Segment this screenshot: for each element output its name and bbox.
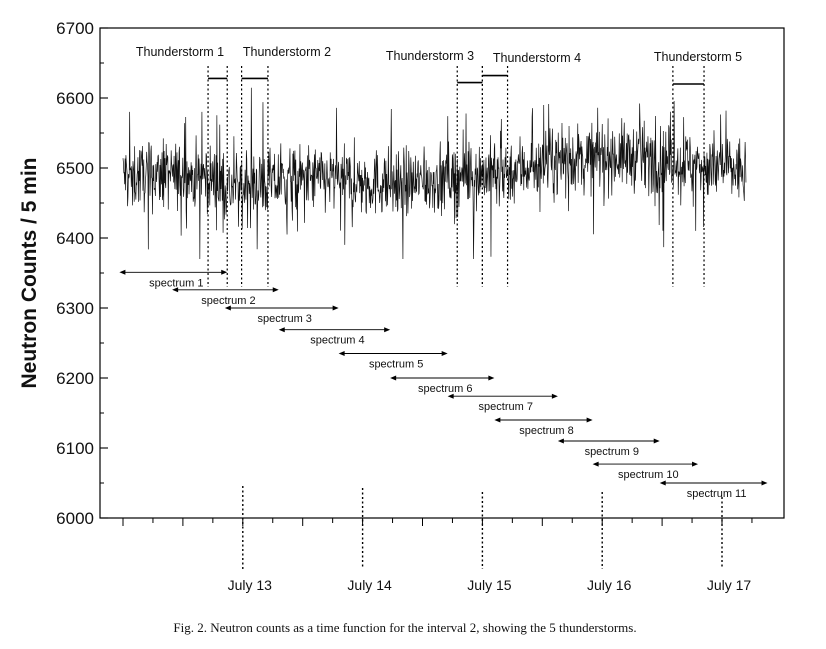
thunderstorm-label: Thunderstorm 3 [386,49,474,63]
data-series [122,87,747,260]
spectrum-arrow-head-right [384,327,391,333]
spectrum-arrow-head-left [557,438,564,444]
spectrum-label: spectrum 10 [618,469,679,481]
spectrum-arrow-head-right [551,393,558,399]
spectrum-label: spectrum 6 [418,383,472,395]
date-label: July 14 [347,577,392,593]
date-markers: July 13 July 14 July 15 July 16 July 17 [228,486,752,593]
spectrum-arrow-head-left [592,461,599,467]
date-label: July 16 [587,577,632,593]
spectrum-arrow-head-left [659,480,666,486]
y-axis-ticks: 6000 6100 6200 6300 6400 6500 6600 6700 [56,19,108,528]
spectrum-arrow-head-left [447,393,454,399]
y-axis-label: Neutron Counts / 5 min [18,158,41,389]
spectrum-arrow-head-right [332,305,339,311]
spectrum-arrow-head-right [692,461,699,467]
spectrum-label: spectrum 11 [687,488,747,500]
spectrum-label: spectrum 7 [479,401,533,413]
y-tick-label: 6100 [56,439,94,458]
spectrum-arrow-head-left [172,287,179,293]
date-label: July 15 [467,577,512,593]
spectrum-arrow-head-left [390,375,397,381]
y-tick-label: 6000 [56,509,94,528]
spectrum-arrow-head-left [224,305,231,311]
figure-caption: Fig. 2. Neutron counts as a time functio… [173,620,636,635]
spectrum-label: spectrum 8 [519,425,573,437]
y-tick-label: 6300 [56,299,94,318]
spectrum-arrow-head-left [119,269,126,275]
spectrum-label: spectrum 5 [369,359,423,371]
spectrum-label: spectrum 4 [310,335,364,347]
date-label: July 17 [707,577,752,593]
y-tick-label: 6600 [56,89,94,108]
thunderstorm-label: Thunderstorm 5 [654,50,742,64]
spectrum-arrow-head-right [488,375,495,381]
spectrum-label: spectrum 9 [585,446,639,458]
spectrum-arrow-head-left [278,327,285,333]
spectrum-label: spectrum 3 [258,313,312,325]
spectrum-arrow-head-right [221,269,228,275]
spectrum-arrow-head-right [653,438,660,444]
series-line [122,87,747,260]
thunderstorm-label: Thunderstorm 1 [136,45,224,59]
date-label: July 13 [228,577,273,593]
x-axis-ticks [122,518,753,526]
thunderstorm-label: Thunderstorm 4 [493,51,581,65]
spectrum-arrow-head-left [494,417,501,423]
spectrum-arrow-head-right [586,417,593,423]
spectrum-arrow-head-right [441,351,448,356]
thunderstorm-label: Thunderstorm 2 [243,45,331,59]
y-tick-label: 6400 [56,229,94,248]
y-tick-label: 6500 [56,159,94,178]
spectrum-arrow-head-right [761,480,768,486]
y-tick-label: 6700 [56,19,94,38]
spectrum-label: spectrum 1 [149,277,203,289]
thunderstorm-markers: Thunderstorm 1 Thunderstorm 2 Thunderstorm… [136,45,742,287]
plot-frame [99,27,785,519]
spectrum-label: spectrum 2 [201,295,255,307]
spectrum-arrow-head-right [272,287,279,293]
y-tick-label: 6200 [56,369,94,388]
spectrum-arrow-head-left [338,351,345,356]
